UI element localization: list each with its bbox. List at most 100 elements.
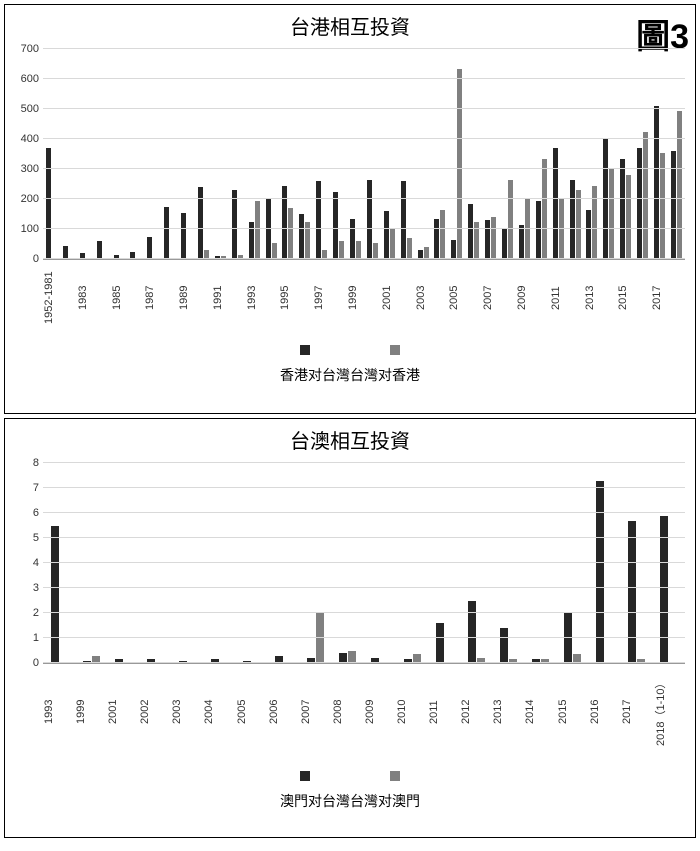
- x-tick-label: 2017: [621, 667, 653, 757]
- grid-line: [43, 637, 685, 638]
- legend-swatch-icon: [300, 771, 310, 781]
- y-tick-label: 600: [13, 73, 39, 85]
- bar-series-a: [367, 180, 372, 260]
- x-tick-label: [634, 263, 651, 333]
- x-tick-label: 2016: [589, 667, 621, 757]
- x-tick-label: [533, 263, 550, 333]
- bar-series-b: [316, 613, 324, 663]
- bar-series-a: [637, 148, 642, 259]
- x-tick-label: 1999: [347, 263, 364, 333]
- bar-series-a: [181, 213, 186, 260]
- x-tick-label: 2011: [428, 667, 460, 757]
- grid-line: [43, 662, 685, 663]
- x-tick-label: 2013: [492, 667, 524, 757]
- grid-line: [43, 487, 685, 488]
- y-tick-label: 300: [13, 163, 39, 175]
- x-tick-label: 2004: [203, 667, 235, 757]
- legend-swatch-icon: [300, 345, 310, 355]
- chart-bottom-legend: [5, 771, 695, 781]
- bar-series-b: [288, 208, 293, 259]
- legend-swatch-icon: [390, 345, 400, 355]
- bar-series-b: [576, 190, 581, 259]
- bar-series-b: [407, 238, 412, 259]
- bar-series-b: [339, 241, 344, 259]
- y-tick-label: 1: [13, 632, 39, 644]
- bar-series-b: [390, 229, 395, 259]
- bar-series-b: [592, 186, 597, 260]
- x-tick-label: [668, 263, 685, 333]
- chart-bottom-title: 台澳相互投資: [5, 419, 695, 454]
- y-tick-label: 3: [13, 582, 39, 594]
- chart-top-legend: [5, 345, 695, 355]
- bar-group: [203, 463, 235, 663]
- bar-series-a: [468, 204, 473, 260]
- bar-series-b: [457, 69, 462, 260]
- bar-series-a: [596, 481, 604, 664]
- x-tick-label: 2014: [524, 667, 556, 757]
- y-tick-label: 100: [13, 223, 39, 235]
- x-tick-label: 2001: [381, 263, 398, 333]
- x-tick-label: 2013: [584, 263, 601, 333]
- x-tick-label: [600, 263, 617, 333]
- x-tick-label: [60, 263, 77, 333]
- bar-series-a: [46, 148, 51, 259]
- bar-series-a: [436, 623, 444, 663]
- y-tick-label: 7: [13, 482, 39, 494]
- grid-line: [43, 612, 685, 613]
- x-tick-label: 2009: [364, 667, 396, 757]
- grid-line: [43, 258, 685, 259]
- y-tick-label: 200: [13, 193, 39, 205]
- y-tick-label: 700: [13, 43, 39, 55]
- legend-item: [300, 345, 310, 355]
- bar-group: [43, 463, 75, 663]
- bar-series-a: [299, 214, 304, 259]
- chart-bottom-plot: 012345678: [43, 463, 685, 664]
- x-tick-label: [398, 263, 415, 333]
- x-tick-label: [330, 263, 347, 333]
- x-tick-label: [499, 263, 516, 333]
- chart-panel-bottom: 台澳相互投資 012345678 19931999200120022003200…: [4, 418, 696, 838]
- y-tick-label: 8: [13, 457, 39, 469]
- bar-series-a: [502, 228, 507, 260]
- x-tick-label: [263, 263, 280, 333]
- x-tick-label: 1993: [246, 263, 263, 333]
- bar-series-a: [564, 613, 572, 663]
- x-tick-label: [296, 263, 313, 333]
- bar-series-b: [525, 199, 530, 259]
- chart-top-xlabels: 1952-19811983198519871989199119931995199…: [43, 263, 685, 333]
- bar-group: [364, 463, 396, 663]
- grid-line: [43, 48, 685, 49]
- y-tick-label: 0: [13, 657, 39, 669]
- bar-series-a: [63, 246, 68, 260]
- x-tick-label: [229, 263, 246, 333]
- x-tick-label: 1997: [313, 263, 330, 333]
- y-tick-label: 0: [13, 253, 39, 265]
- bar-series-a: [603, 139, 608, 259]
- grid-line: [43, 228, 685, 229]
- bar-group: [653, 463, 685, 663]
- grid-line: [43, 78, 685, 79]
- x-tick-label: 2011: [550, 263, 567, 333]
- y-tick-label: 6: [13, 507, 39, 519]
- bar-series-a: [316, 181, 321, 259]
- x-tick-label: [127, 263, 144, 333]
- x-tick-label: 2007: [482, 263, 499, 333]
- x-tick-label: 2009: [516, 263, 533, 333]
- chart-bottom-legend-text: 澳門对台灣台灣对澳門: [5, 791, 695, 811]
- x-tick-label: [195, 263, 212, 333]
- y-tick-label: 5: [13, 532, 39, 544]
- x-tick-label: 2006: [268, 667, 300, 757]
- bar-series-b: [440, 210, 445, 260]
- grid-line: [43, 587, 685, 588]
- bar-group: [396, 463, 428, 663]
- x-tick-label: 1985: [111, 263, 128, 333]
- legend-swatch-icon: [390, 771, 400, 781]
- bar-series-a: [350, 219, 355, 260]
- bar-series-a: [500, 628, 508, 663]
- bar-group: [524, 463, 556, 663]
- bar-series-b: [677, 111, 682, 260]
- bar-group: [460, 463, 492, 663]
- bar-group: [492, 463, 524, 663]
- x-tick-label: [94, 263, 111, 333]
- bar-series-b: [373, 243, 378, 260]
